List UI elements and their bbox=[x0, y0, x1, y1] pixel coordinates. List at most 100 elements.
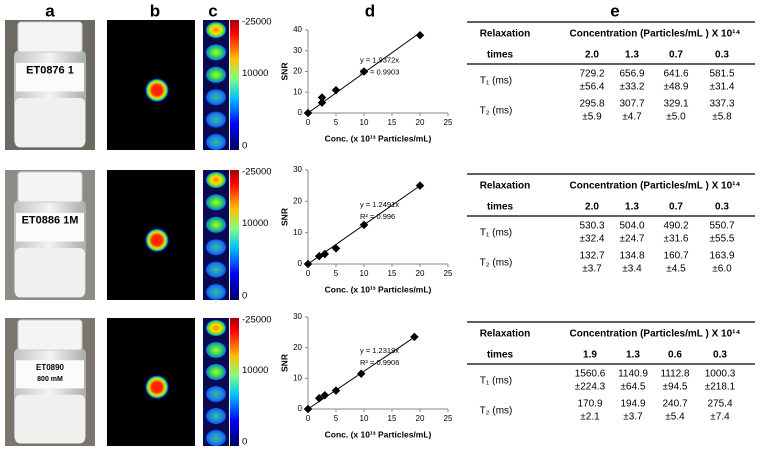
vial-cap bbox=[17, 171, 83, 203]
cell-sd: ±31.4 bbox=[710, 82, 735, 93]
colorbar-label: 10000 bbox=[242, 68, 268, 79]
data-point bbox=[415, 181, 425, 190]
mri-spot bbox=[145, 375, 169, 400]
y-axis-label: SNR bbox=[279, 354, 289, 372]
x-tick-label: 5 bbox=[334, 118, 339, 127]
cell-sd: ±3.7 bbox=[582, 264, 602, 275]
r-squared: R² = 0.9903 bbox=[360, 68, 399, 77]
cell-sd: ±4.5 bbox=[666, 264, 686, 275]
column-header: 1.3 bbox=[625, 202, 639, 213]
table-header: Relaxation bbox=[480, 329, 531, 340]
data-point bbox=[320, 249, 330, 259]
y-tick-label: 0 bbox=[298, 259, 303, 268]
y-tick-label: 40 bbox=[293, 25, 302, 34]
vial-sticker bbox=[16, 212, 84, 242]
colorbar-label: 0 bbox=[242, 291, 247, 302]
x-axis-label: Conc. (x 10¹³ Particles/mL) bbox=[325, 284, 432, 294]
strip-dot bbox=[206, 430, 226, 446]
row-label: T₂ (ms) bbox=[480, 258, 513, 269]
colorbar bbox=[230, 20, 239, 150]
vial-label: ET0890 bbox=[36, 363, 65, 372]
y-tick-label: 30 bbox=[293, 312, 302, 321]
strip-bg bbox=[203, 170, 229, 300]
equation: y = 1.9372x bbox=[360, 56, 399, 65]
table-header: Concentration (Particles/mL ) X 10¹⁴ bbox=[570, 329, 741, 340]
mri-spot bbox=[145, 228, 169, 253]
equation: y = 1.2491x bbox=[360, 200, 399, 209]
data-point bbox=[359, 67, 369, 76]
strip-dot bbox=[206, 89, 226, 106]
cell-sd: ±56.4 bbox=[580, 82, 605, 93]
colorbar bbox=[230, 170, 239, 300]
cell-sd: ±5.8 bbox=[712, 112, 732, 123]
vial-label: 800 mM bbox=[37, 376, 63, 383]
strip-dot bbox=[206, 386, 226, 402]
cell-sd: ±94.5 bbox=[663, 382, 688, 393]
data-point bbox=[314, 394, 324, 403]
cell-value: 134.8 bbox=[619, 251, 644, 262]
x-tick-label: 5 bbox=[334, 414, 339, 423]
panel-label: b bbox=[150, 1, 160, 20]
cell-sd: ±5.9 bbox=[582, 112, 602, 123]
table: Relaxation times Concentration (Particles/… bbox=[467, 173, 755, 275]
cell-value: 329.1 bbox=[663, 99, 688, 110]
strip-dot bbox=[206, 194, 226, 211]
colorbar-label: -25000 bbox=[242, 17, 272, 28]
row-label: T₂ (ms) bbox=[480, 406, 513, 417]
cell-sd: ±64.5 bbox=[621, 382, 646, 393]
strip-dot bbox=[206, 284, 226, 300]
colorbar bbox=[230, 318, 239, 446]
cell-sd: ±48.9 bbox=[664, 82, 689, 93]
column-header: 0.7 bbox=[669, 50, 683, 61]
cell-sd: ±31.6 bbox=[664, 234, 689, 245]
x-axis-label: Conc. (x 10¹³ Particles/mL) bbox=[325, 429, 432, 439]
r-squared: R² = 0.9906 bbox=[360, 358, 399, 367]
vial-label: ET0886 1M bbox=[22, 215, 79, 227]
strip-dot bbox=[206, 44, 226, 61]
x-tick-label: 0 bbox=[306, 269, 311, 278]
data-point bbox=[415, 30, 425, 40]
data-point bbox=[331, 244, 341, 253]
x-tick-label: 10 bbox=[360, 269, 369, 278]
data-point bbox=[359, 220, 369, 230]
cell-value: 504.0 bbox=[619, 221, 644, 232]
colorbar-label: -25000 bbox=[242, 315, 272, 326]
strip-dot bbox=[206, 111, 226, 128]
y-tick-label: 30 bbox=[293, 165, 302, 174]
data-point bbox=[356, 369, 366, 378]
panel-label: a bbox=[45, 1, 55, 20]
equation: y = 1.2319x bbox=[360, 346, 399, 355]
cell-sd: ±3.7 bbox=[623, 412, 643, 423]
vial-liquid bbox=[15, 394, 85, 444]
x-tick-label: 15 bbox=[388, 414, 397, 423]
vial-label: ET0876 1 bbox=[26, 65, 74, 77]
strip-dot bbox=[206, 216, 226, 233]
cell-value: 729.2 bbox=[579, 69, 604, 80]
strip-dot bbox=[206, 22, 226, 38]
y-tick-label: 10 bbox=[293, 87, 302, 96]
data-point bbox=[317, 98, 327, 107]
data-point bbox=[331, 85, 341, 95]
vial-sticker bbox=[16, 360, 84, 389]
strip-dot bbox=[206, 342, 226, 358]
x-tick-label: 20 bbox=[416, 269, 425, 278]
data-point bbox=[303, 108, 313, 118]
panel-label: e bbox=[610, 1, 619, 20]
column-header: 0.7 bbox=[669, 202, 683, 213]
column-header: 2.0 bbox=[585, 202, 599, 213]
y-tick-label: 20 bbox=[293, 343, 302, 352]
x-tick-label: 15 bbox=[388, 118, 397, 127]
cell-sd: ±4.7 bbox=[622, 112, 642, 123]
cell-value: 240.7 bbox=[662, 399, 687, 410]
x-tick-label: 0 bbox=[306, 414, 311, 423]
strip-dot bbox=[206, 66, 226, 83]
cell-value: 550.7 bbox=[709, 221, 734, 232]
cell-value: 490.2 bbox=[663, 221, 688, 232]
x-tick-label: 20 bbox=[416, 118, 425, 127]
data-point bbox=[331, 386, 341, 395]
table-header: Relaxation bbox=[480, 29, 531, 40]
x-tick-label: 25 bbox=[444, 269, 453, 278]
y-tick-label: 20 bbox=[293, 196, 302, 205]
strip-dot bbox=[206, 134, 226, 150]
